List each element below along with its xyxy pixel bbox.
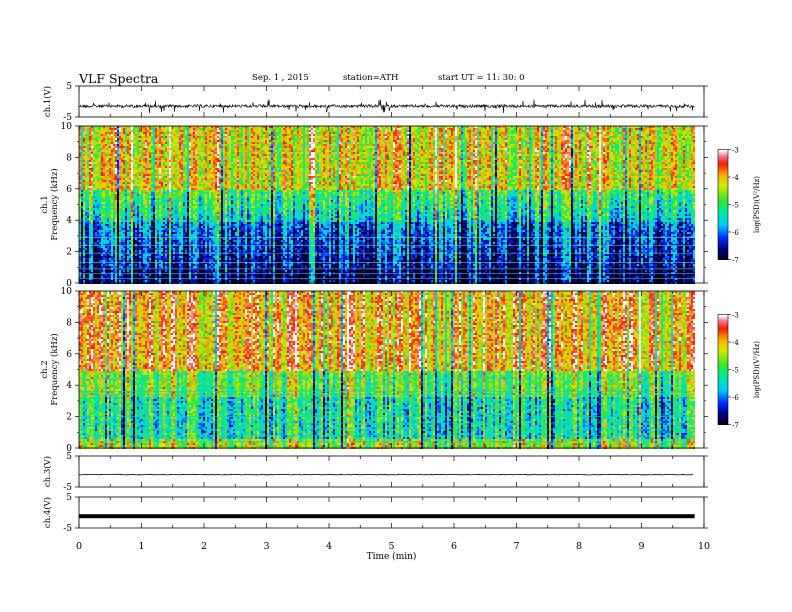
ch3-waveform-panel <box>78 455 705 488</box>
ch2-spectrogram-ytick-label: 8 <box>66 318 72 328</box>
ch1-spectrogram-ytick-label: 0 <box>66 279 72 289</box>
ch2-spectrogram-colorbar-label: log(PSD)(V²/Hz) <box>753 341 761 398</box>
ch2-spectrogram-ylabel-freq: Frequency (kHz) <box>49 333 60 405</box>
figure-title: VLF Spectra <box>79 71 158 86</box>
ch2-spectrogram-ylabel: ch.2 <box>40 360 50 378</box>
ch2-spectrogram-colorbar-tick-label: -3 <box>732 312 739 320</box>
x-tick-label: 9 <box>638 541 644 552</box>
ch3-waveform-ytick-label: -5 <box>63 483 72 493</box>
ch1-waveform-panel <box>78 85 705 118</box>
ch1-spectrogram-ylabel: ch.1 <box>40 195 50 213</box>
ch1-spectrogram-colorbar-tick-label: -3 <box>732 147 739 155</box>
ch2-spectrogram-panel <box>79 291 704 449</box>
ch2-spectrogram-colorbar-tick-label: -6 <box>732 394 739 402</box>
ch1-spectrogram-colorbar-tick-label: -5 <box>732 202 739 210</box>
station-label: station=ATH <box>343 73 398 83</box>
ch2-spectrogram-ytick-label: 2 <box>66 413 72 423</box>
ch4-waveform-ytick-label: 5 <box>66 493 72 503</box>
ch1-spectrogram-colorbar-tick-label: -4 <box>732 174 739 182</box>
ch1-spectrogram-ytick-label: 10 <box>61 122 73 132</box>
ch1-spectrogram-ytick-label: 8 <box>66 153 72 163</box>
x-axis-label: Time (min) <box>367 551 417 562</box>
x-tick-label: 4 <box>326 541 332 552</box>
x-tick-label: 6 <box>451 541 457 552</box>
ch1-spectrogram-ytick-label: 4 <box>66 216 72 226</box>
ch4-waveform-ylabel: ch.4(V) <box>42 497 53 528</box>
ch2-spectrogram-colorbar <box>718 314 728 425</box>
ch3-waveform-ytick-label: 5 <box>66 452 72 462</box>
ch1-spectrogram-colorbar-tick-label: -6 <box>732 229 739 237</box>
ch2-spectrogram-colorbar-tick-label: -5 <box>732 367 739 375</box>
ch2-spectrogram-ytick-label: 4 <box>66 381 72 391</box>
x-tick-label: 1 <box>138 541 144 552</box>
x-tick-label: 3 <box>263 541 269 552</box>
x-tick-label: 8 <box>576 541 582 552</box>
x-tick-label: 5 <box>388 541 394 552</box>
ch1-spectrogram-ylabel-freq: Frequency (kHz) <box>49 168 60 240</box>
ch1-waveform-frame <box>78 85 705 118</box>
ch1-spectrogram-ytick-label: 2 <box>66 248 72 258</box>
ch3-waveform-frame <box>78 455 705 488</box>
ch3-waveform-trace <box>78 473 694 476</box>
ch1-waveform-trace <box>78 99 695 114</box>
ch1-spectrogram-colorbar <box>718 149 728 260</box>
ch2-spectrogram-ytick-label: 10 <box>61 287 73 297</box>
ch4-waveform-trace <box>79 514 695 519</box>
ch1-waveform-ytick-label: -5 <box>63 113 72 123</box>
x-tick-label: 10 <box>698 541 710 552</box>
ch2-spectrogram-colorbar-tick-label: -7 <box>732 422 739 430</box>
ch4-waveform-ytick-label: -5 <box>63 524 72 534</box>
ch2-spectrogram-colorbar-tick-label: -4 <box>732 339 739 347</box>
x-tick-label: 2 <box>201 541 207 552</box>
ch1-waveform-ylabel: ch.1(V) <box>42 86 53 117</box>
ch2-spectrogram-ytick-label: 0 <box>66 444 72 454</box>
ch1-waveform-ytick-label: 5 <box>66 82 72 92</box>
ch1-spectrogram-panel <box>79 126 704 284</box>
ch1-spectrogram-colorbar-tick-label: -7 <box>732 257 739 265</box>
ch3-waveform-ylabel: ch.3(V) <box>42 456 53 487</box>
date-label: Sep. 1 , 2015 <box>252 73 309 83</box>
x-tick-label: 0 <box>76 541 82 552</box>
ch1-spectrogram-ytick-label: 6 <box>66 185 72 195</box>
start-time-label: start UT = 11: 30: 0 <box>438 73 525 83</box>
x-tick-label: 7 <box>513 541 519 552</box>
ch2-spectrogram-ytick-label: 6 <box>66 350 72 360</box>
ch1-spectrogram-colorbar-label: log(PSD)(V²/Hz) <box>753 176 761 233</box>
